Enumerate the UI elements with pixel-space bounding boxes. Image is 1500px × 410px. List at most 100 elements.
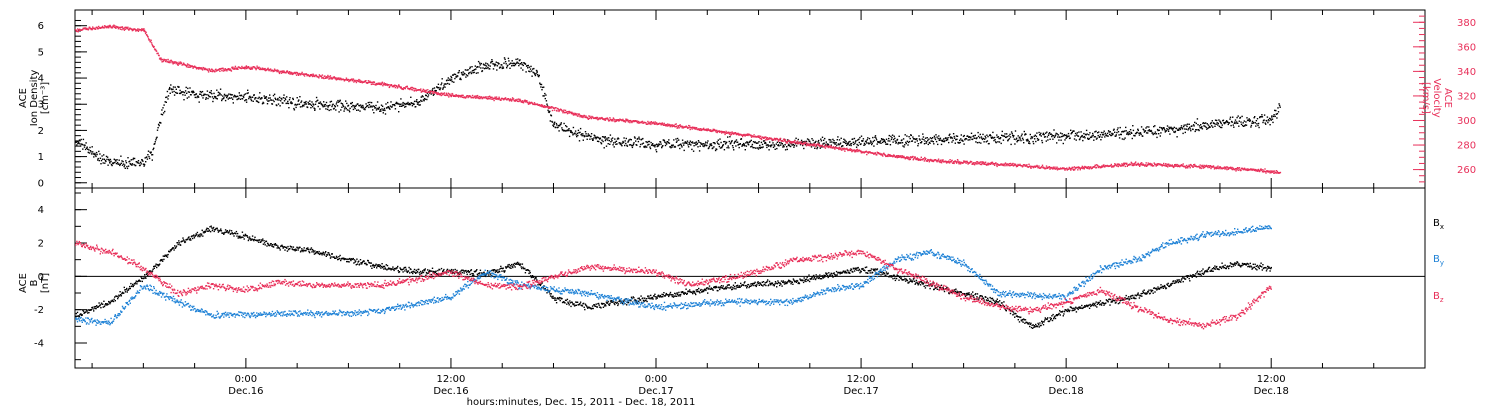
velocity-point xyxy=(450,94,452,96)
density-point xyxy=(1014,130,1017,132)
density-point xyxy=(98,150,100,153)
velocity-point xyxy=(595,117,597,120)
density-point xyxy=(706,144,708,147)
velocity-point xyxy=(928,161,930,163)
velocity-point xyxy=(1148,164,1150,166)
velocity-point xyxy=(1053,167,1056,170)
density-point xyxy=(289,102,292,104)
density-point xyxy=(99,157,102,159)
density-point xyxy=(582,139,584,141)
velocity-point xyxy=(581,115,583,117)
density-point xyxy=(460,78,462,81)
bx-point xyxy=(132,283,134,286)
velocity-point xyxy=(75,29,77,32)
bx-point xyxy=(107,303,109,306)
velocity-point xyxy=(509,99,511,101)
velocity-point xyxy=(738,133,740,135)
velocity-point xyxy=(1261,171,1264,173)
density-point xyxy=(1171,127,1173,129)
velocity-point xyxy=(913,156,915,158)
density-point xyxy=(1180,127,1182,129)
velocity-point xyxy=(210,70,212,72)
density-point xyxy=(805,140,808,143)
density-point xyxy=(186,97,188,99)
velocity-point xyxy=(1235,168,1238,170)
velocity-point xyxy=(1223,166,1226,168)
velocity-point xyxy=(1184,165,1186,167)
velocity-point xyxy=(741,135,744,138)
velocity-point xyxy=(369,80,371,82)
density-point xyxy=(1112,133,1114,135)
velocity-point xyxy=(378,82,381,84)
density-point xyxy=(902,145,904,147)
density-point xyxy=(208,95,210,98)
density-point xyxy=(214,96,216,99)
density-point xyxy=(603,147,605,149)
density-point xyxy=(107,164,109,166)
density-point xyxy=(584,131,587,133)
density-point xyxy=(106,156,109,158)
density-point xyxy=(622,141,625,144)
velocity-point xyxy=(329,75,332,77)
density-point xyxy=(146,158,149,160)
velocity-point xyxy=(409,88,411,91)
density-point xyxy=(910,134,912,137)
velocity-point xyxy=(925,158,927,160)
density-point xyxy=(219,93,221,95)
density-point xyxy=(970,132,973,134)
velocity-point xyxy=(335,77,337,79)
density-point xyxy=(728,140,730,143)
density-point xyxy=(857,139,859,141)
velocity-point xyxy=(814,143,816,145)
velocity-point xyxy=(177,64,179,66)
density-point xyxy=(463,74,465,76)
density-point xyxy=(992,131,994,134)
velocity-point xyxy=(611,118,614,121)
velocity-point xyxy=(732,133,735,135)
density-point xyxy=(756,142,758,144)
velocity-point xyxy=(801,143,804,145)
density-point xyxy=(1255,120,1258,122)
velocity-point xyxy=(101,26,103,29)
density-point xyxy=(84,144,86,146)
velocity-point xyxy=(707,128,709,130)
velocity-point xyxy=(1219,166,1222,169)
bx-point xyxy=(109,301,112,304)
velocity-point xyxy=(613,118,615,120)
density-point xyxy=(777,144,780,146)
density-point xyxy=(295,104,298,106)
bx-point xyxy=(145,273,148,276)
density-point xyxy=(626,144,628,147)
velocity-point xyxy=(669,124,671,126)
velocity-point xyxy=(846,147,848,150)
velocity-point xyxy=(646,123,649,125)
density-point xyxy=(357,109,360,111)
velocity-point xyxy=(378,83,380,85)
velocity-point xyxy=(631,121,633,124)
density-point xyxy=(799,144,802,146)
density-point xyxy=(1181,127,1183,129)
velocity-point xyxy=(1213,168,1216,170)
density-point xyxy=(274,97,276,99)
density-point xyxy=(201,90,204,93)
density-point xyxy=(205,98,207,100)
density-point xyxy=(86,146,88,148)
density-point xyxy=(625,137,627,140)
velocity-point xyxy=(592,116,594,118)
density-point xyxy=(129,162,131,165)
density-point xyxy=(432,94,435,96)
density-point xyxy=(552,125,555,128)
density-point xyxy=(990,135,992,137)
density-point xyxy=(867,142,870,144)
velocity-point xyxy=(1072,167,1074,169)
density-point xyxy=(809,140,811,143)
density-point xyxy=(383,107,386,110)
velocity-point xyxy=(282,70,284,72)
velocity-point xyxy=(269,68,272,70)
density-point xyxy=(319,108,321,110)
density-point xyxy=(816,146,819,149)
velocity-point xyxy=(1230,168,1233,170)
velocity-point xyxy=(850,149,852,151)
density-point xyxy=(490,61,492,63)
density-point xyxy=(791,144,793,146)
